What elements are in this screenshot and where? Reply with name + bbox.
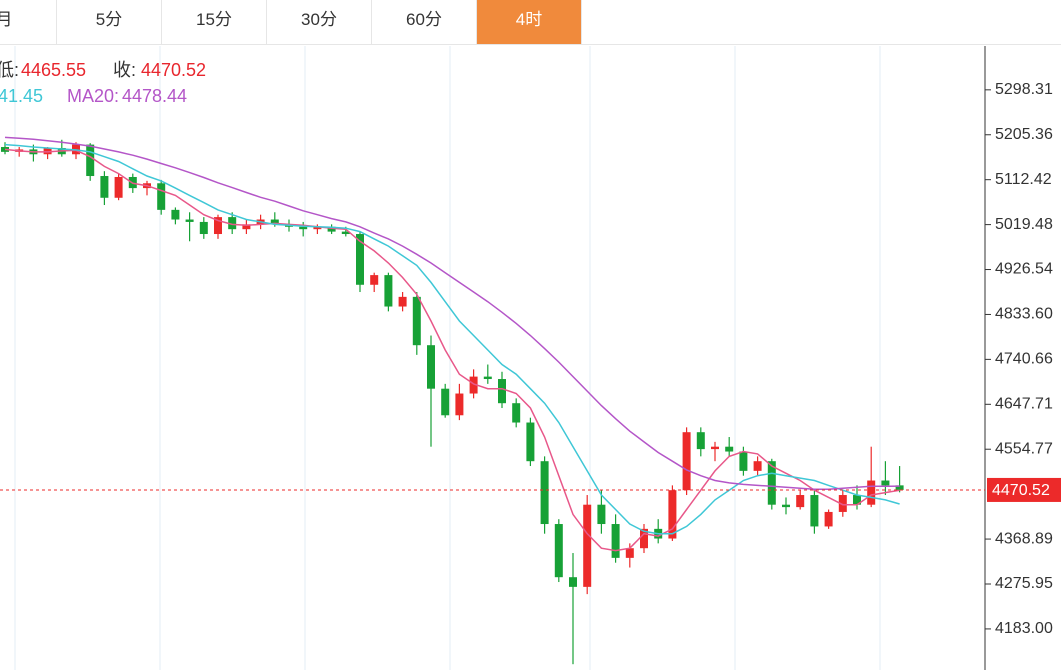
y-tick-label: 4554.77 [995,440,1053,457]
candle-body [540,461,549,525]
candle-body [469,376,478,394]
candle-body [625,548,634,558]
ma-line [4,148,900,552]
candle-body [611,524,620,558]
ma-line [4,136,900,490]
ma10-value: 41.45 [0,86,43,106]
y-tick-label: 4368.89 [995,530,1053,547]
candle-body [711,446,719,450]
y-tick-label: 5298.31 [995,81,1053,98]
candle-body [782,504,790,508]
y-tick-label: 4647.71 [995,396,1053,413]
period-tab[interactable]: 60分 [372,0,477,44]
candle-body [427,345,435,389]
candle-body [327,226,336,232]
candle-body [767,461,776,505]
y-tick-label: 5019.48 [995,216,1053,233]
candle-body [526,422,535,462]
candle-body [554,524,563,578]
candle-body [341,231,350,235]
candle-body [725,446,734,452]
candle-body [185,219,194,222]
low-value: 4465.55 [21,60,86,80]
y-tick-label: 4740.66 [995,351,1053,368]
candle-body [157,183,166,210]
close-value: 4470.52 [141,60,206,80]
candle-body [483,376,492,380]
period-tab[interactable]: 5分 [57,0,162,44]
close-label: 收: [113,60,136,80]
candle-body [384,275,393,307]
ma20-label: MA20: [67,86,119,106]
candle-body [171,209,180,220]
grid [14,46,881,670]
y-tick-label: 4926.54 [995,261,1053,278]
candle-body [753,461,762,471]
candle-body [228,217,237,230]
candle-body [739,451,748,471]
candle-body [270,219,279,225]
candles [1,139,904,665]
candle-body [412,296,421,346]
low-label: 低: [0,60,19,80]
candle-body [597,504,606,525]
ma-line [4,143,900,535]
candle-body [682,432,691,491]
period-tab[interactable]: 月 [0,0,57,44]
y-tick-label: 4833.60 [995,306,1053,323]
candle-body [569,577,577,587]
candle-body [696,432,705,450]
period-tab[interactable]: 15分 [162,0,267,44]
y-tick-label: 4275.95 [995,575,1053,592]
candle-body [214,217,222,235]
period-tabs: 月 5分 15分 30分 60分 4时 [0,0,1061,45]
candle-body [313,226,322,230]
candle-body [441,388,450,416]
period-tab[interactable]: 4时 [477,0,582,44]
last-price-label: 4470.52 [992,482,1050,499]
candle-body [114,176,123,198]
candle-body [398,296,407,307]
candle-body [881,480,890,486]
candle-body [796,495,805,508]
candle-body [583,504,592,587]
candle-body [43,147,52,155]
candle-body [370,275,379,285]
candle-body [100,176,109,198]
candle-body [512,403,521,423]
candle-body [895,485,904,490]
ma20-value: 4478.44 [122,86,187,106]
candle-body [640,528,648,549]
y-tick-label: 5112.42 [995,171,1052,188]
candle-body [867,480,876,505]
last-price-box [987,477,1061,502]
candle-body [299,226,308,230]
candle-body [810,495,819,527]
candle-body [838,495,847,512]
candle-body [668,490,677,539]
candle-body [356,234,364,285]
candle-body [824,511,833,527]
candle-body [853,495,861,505]
candle-body [242,224,251,230]
candle-body [86,144,95,177]
candle-body [455,393,464,416]
period-tab[interactable]: 30分 [267,0,372,44]
y-tick-label: 5205.36 [995,126,1053,143]
candle-body [498,379,506,404]
y-tick-label: 4183.00 [995,620,1053,637]
candle-body [199,221,208,235]
